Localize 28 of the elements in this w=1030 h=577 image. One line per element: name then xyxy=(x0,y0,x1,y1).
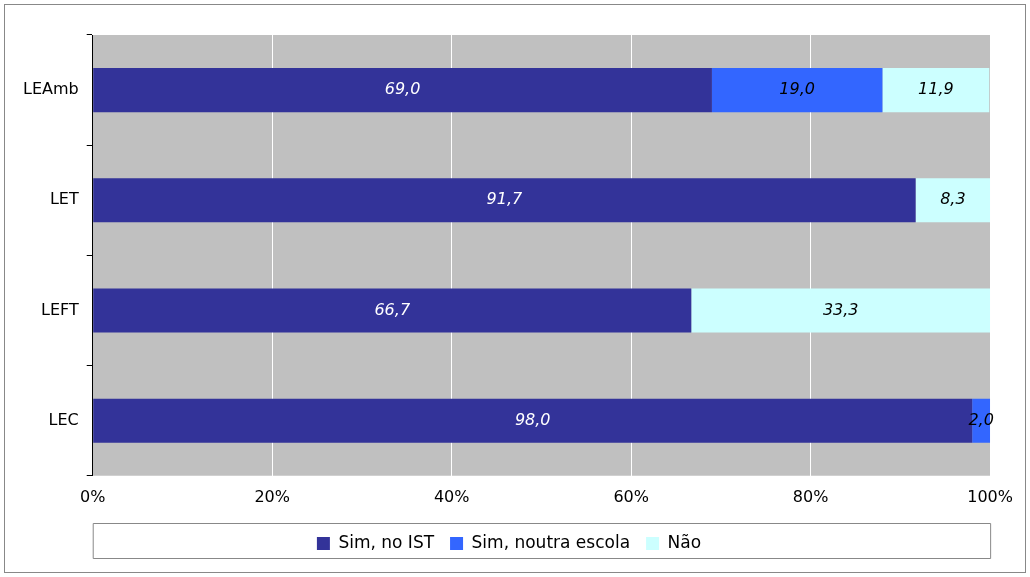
data-label: 69,0 xyxy=(384,79,421,99)
bar xyxy=(93,68,712,113)
data-label: 66,7 xyxy=(374,299,411,319)
legend-label: Não xyxy=(667,531,702,552)
data-label: 91,7 xyxy=(486,189,524,209)
x-tick-label: 60% xyxy=(613,486,649,506)
x-tick-label: 0% xyxy=(80,486,106,506)
x-tick-label: 40% xyxy=(433,486,470,506)
bar xyxy=(915,178,991,223)
bar xyxy=(93,178,916,223)
legend-label: Sim, no IST xyxy=(338,531,435,552)
x-tick-label: 20% xyxy=(254,486,290,506)
y-tick-label: LEFT xyxy=(40,299,79,319)
bar xyxy=(711,68,883,113)
data-label: 8,3 xyxy=(940,189,966,209)
y-tick-label: LEAmb xyxy=(22,79,79,99)
x-tick-label: 80% xyxy=(792,486,829,506)
bar xyxy=(691,288,991,333)
legend-label: Sim, noutra escola xyxy=(471,531,631,552)
x-tick-label: 100% xyxy=(967,486,1013,506)
bar xyxy=(882,68,990,113)
data-label: 19,0 xyxy=(779,79,815,99)
data-label: 33,3 xyxy=(822,299,859,319)
y-tick-label: LET xyxy=(49,189,79,209)
y-tick-label: LEC xyxy=(48,409,79,429)
data-label: 98,0 xyxy=(514,409,551,429)
data-label: 11,9 xyxy=(918,79,954,99)
bar xyxy=(93,288,692,333)
